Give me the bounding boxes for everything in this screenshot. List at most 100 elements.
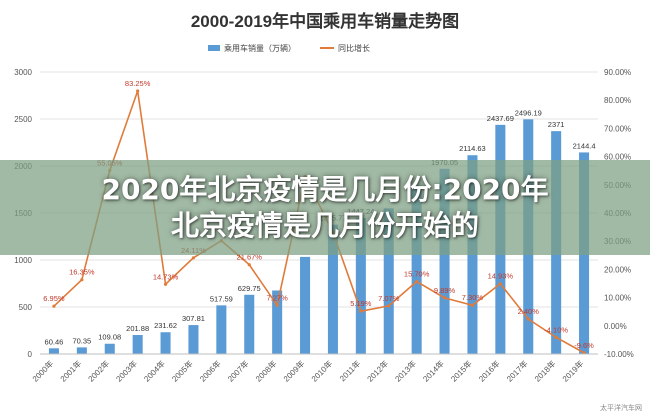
x-tick-label: 2001年	[58, 358, 83, 383]
bar-value-label: 2371	[548, 120, 565, 129]
x-tick-label: 2007年	[225, 358, 250, 383]
x-tick-label: 2012年	[365, 358, 390, 383]
headline-line-2: 北京疫情是几月份开始的	[170, 208, 479, 242]
growth-value-label: 5.19%	[350, 299, 372, 308]
x-tick-label: 2004年	[142, 358, 167, 383]
x-tick-label: 2002年	[86, 358, 111, 383]
bar	[300, 256, 311, 354]
left-tick-label: 3000	[14, 68, 32, 77]
x-tick-label: 2013年	[393, 358, 418, 383]
growth-value-label: 16.35%	[69, 268, 95, 277]
legend-line-label: 同比增长	[338, 43, 370, 53]
x-tick-label: 2000年	[30, 358, 55, 383]
left-tick-label: 1000	[14, 256, 32, 265]
x-tick-label: 2011年	[337, 358, 362, 383]
left-tick-label: 2500	[14, 115, 32, 124]
growth-value-label: 7.30%	[462, 293, 484, 302]
bar-value-label: 60.46	[45, 337, 64, 346]
growth-value-label: 2.40%	[518, 307, 540, 316]
x-tick-label: 2014年	[421, 358, 446, 383]
x-tick-label: 2016年	[476, 358, 501, 383]
bar-value-label: 2437.69	[487, 114, 514, 123]
right-tick-label: 90.00%	[604, 68, 631, 77]
x-tick-label: 2005年	[170, 358, 195, 383]
growth-point	[554, 335, 558, 339]
bar-value-label: 2144.4	[573, 141, 596, 150]
growth-point	[415, 279, 419, 284]
bar	[439, 168, 450, 354]
growth-value-label: 14.93%	[488, 272, 514, 281]
site-watermark: 太平洋汽车网	[600, 404, 642, 412]
bar-value-label: 629.75	[238, 284, 261, 293]
bar	[327, 224, 338, 354]
growth-point	[163, 282, 168, 286]
bar-value-label: 201.88	[126, 324, 149, 333]
bar-value-label: 2496.19	[515, 108, 542, 117]
growth-value-label: 7.07%	[378, 294, 400, 303]
chart-legend: 乘用车销量（万辆） 同比增长	[208, 43, 370, 53]
growth-point	[136, 89, 140, 93]
bar	[272, 290, 283, 354]
growth-value-label: 6.95%	[43, 294, 65, 303]
right-tick-label: -10.00%	[604, 350, 634, 359]
growth-value-label: 15.70%	[404, 270, 430, 279]
growth-point	[191, 256, 196, 260]
chart-title: 2000-2019年中国乘用车销量走势图	[191, 11, 459, 31]
x-tick-label: 2006年	[197, 358, 222, 383]
bar	[383, 208, 394, 354]
growth-value-label: 21.67%	[237, 253, 263, 262]
growth-value-label: 7.27%	[267, 293, 289, 302]
growth-value-label: -9.6%	[574, 341, 594, 350]
bar	[244, 294, 255, 354]
growth-point	[80, 278, 84, 282]
x-axis: 2000年 2001年 2002年 2003年 2004年 2005年 2006年 2007年…	[30, 353, 598, 384]
bar	[48, 348, 59, 354]
growth-point	[247, 263, 251, 267]
growth-point	[52, 304, 56, 308]
bar	[160, 332, 171, 354]
bar-value-label: 109.08	[98, 333, 121, 342]
bar	[411, 185, 422, 354]
bar	[216, 305, 227, 354]
bar-value-label: 307.81	[182, 314, 205, 323]
x-tick-label: 2008年	[253, 358, 278, 383]
legend-bar-label: 乘用车销量（万辆）	[224, 43, 296, 53]
growth-point	[526, 317, 530, 321]
bar	[188, 325, 199, 354]
growth-point	[442, 296, 447, 300]
left-tick-label: 0	[28, 350, 33, 359]
x-tick-label: 2019年	[560, 358, 585, 383]
bar-value-label: 517.59	[210, 294, 233, 303]
growth-point	[387, 304, 391, 308]
x-tick-label: 2010年	[309, 358, 334, 383]
x-tick-label: 2003年	[114, 358, 139, 383]
growth-value-label: -4.10%	[544, 325, 568, 334]
x-tick-label: 2018年	[532, 358, 557, 383]
right-tick-label: 70.00%	[604, 124, 631, 133]
headline-line-1: 2020年北京疫情是几月份:2020年	[101, 172, 549, 206]
growth-value-label: 9.89%	[434, 286, 456, 295]
right-tick-label: 60.00%	[604, 153, 631, 162]
legend-bar-swatch	[208, 45, 220, 51]
bar	[355, 217, 366, 354]
bar	[132, 335, 143, 354]
growth-point	[359, 309, 363, 313]
growth-value-label: 14.73%	[153, 272, 179, 281]
x-tick-label: 2017年	[504, 358, 529, 383]
growth-point	[275, 303, 279, 307]
right-tick-label: 10.00%	[604, 294, 631, 303]
right-tick-label: 20.00%	[604, 265, 631, 274]
bar-value-label: 231.62	[154, 321, 177, 330]
growth-point	[498, 282, 502, 286]
growth-point	[470, 303, 475, 307]
right-tick-label: 80.00%	[604, 96, 631, 105]
right-tick-label: 0.00%	[604, 322, 627, 331]
x-tick-label: 2009年	[281, 358, 306, 383]
growth-value-label: 83.25%	[125, 79, 151, 88]
left-tick-label: 500	[19, 303, 33, 312]
bar	[104, 343, 115, 354]
headline-overlay: 2020年北京疫情是几月份:2020年 北京疫情是几月份开始的	[0, 160, 650, 255]
bar	[76, 347, 87, 354]
bar-value-label: 70.35	[72, 336, 91, 345]
bar-value-label: 2114.63	[459, 144, 486, 153]
